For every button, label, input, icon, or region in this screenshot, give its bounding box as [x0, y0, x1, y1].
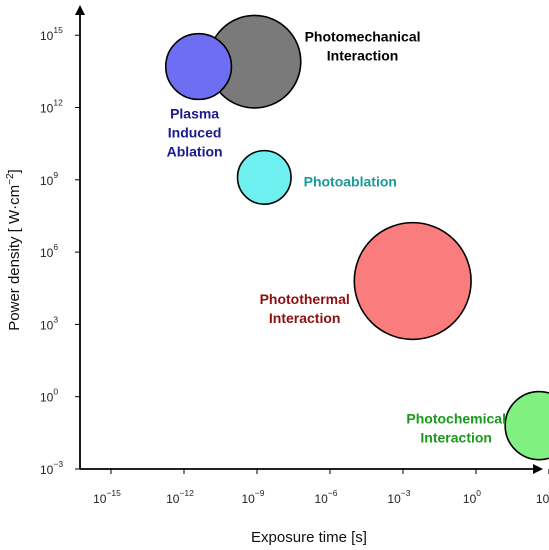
x-tick-label: 10−9	[241, 488, 264, 506]
y-tick-base: 10	[40, 102, 54, 116]
y-tick-label: 106	[40, 242, 58, 260]
region-label-line: Interaction	[327, 48, 399, 64]
region-label-line: Induced	[168, 125, 222, 141]
x-tick-label: 10−15	[93, 488, 121, 506]
y-axis-label: Power density [ W·cm−2]	[5, 169, 23, 330]
x-tick-base: 10	[536, 492, 549, 506]
y-tick-exponent: 12	[53, 98, 63, 108]
region-label-line: Photothermal	[260, 291, 350, 307]
region-label-line: Photoablation	[304, 173, 397, 189]
region-label-photomechanical-interaction: Photomechanical Interaction	[305, 29, 421, 64]
y-tick-exponent: 3	[53, 314, 58, 324]
x-tick-exponent: −9	[255, 488, 265, 498]
y-tick-base: 10	[40, 318, 54, 332]
bubbles-layer	[164, 14, 549, 461]
x-tick-exponent: −3	[401, 488, 411, 498]
region-label-line: Photochemical	[406, 411, 506, 427]
y-tick-label: 103	[40, 314, 58, 332]
x-axis-label: Exposure time [s]	[251, 529, 367, 546]
axes-layer	[75, 5, 543, 474]
bubble-photoablation	[236, 149, 292, 205]
x-tick-base: 10	[241, 492, 255, 506]
region-label-line: Ablation	[167, 144, 223, 160]
x-tick-base: 10	[93, 492, 107, 506]
y-tick-label: 1015	[40, 25, 63, 43]
y-tick-base: 10	[40, 174, 54, 188]
region-label-line: Interaction	[269, 310, 341, 326]
region-labels-layer: Photomechanical Interaction Plasma Induced A…	[167, 29, 506, 446]
bubble-plasma-induced-ablation	[164, 32, 233, 101]
region-label-plasma-induced-ablation: Plasma Induced Ablation	[167, 106, 223, 160]
y-tick-label: 100	[40, 387, 58, 405]
x-tick-label: 10−6	[314, 488, 337, 506]
x-tick-exponent: −15	[106, 488, 121, 498]
y-tick-label: 109	[40, 170, 58, 188]
ticks-layer: 10−1510−1210−910−610−310010310−310010310…	[40, 25, 549, 506]
bubble-photothermal-interaction	[353, 221, 472, 341]
region-label-photoablation: Photoablation	[304, 173, 397, 189]
x-tick-label: 10−12	[166, 488, 194, 506]
region-label-photochemical-interaction: Photochemical Interaction	[406, 411, 506, 446]
x-tick-exponent: −6	[328, 488, 338, 498]
y-tick-exponent: 6	[53, 242, 58, 252]
y-tick-exponent: −3	[53, 459, 63, 469]
region-label-line: Photomechanical	[305, 29, 421, 45]
y-tick-label: 1012	[40, 98, 63, 116]
y-axis-label-exponent: −2	[5, 173, 16, 185]
x-tick-label: 100	[463, 488, 481, 506]
y-axis-label-suffix: ]	[6, 169, 23, 173]
y-tick-base: 10	[40, 391, 54, 405]
y-tick-exponent: 9	[53, 170, 58, 180]
y-tick-exponent: 0	[53, 387, 58, 397]
region-label-line: Plasma	[170, 106, 219, 122]
y-tick-exponent: 15	[53, 25, 63, 35]
x-tick-label: 10−3	[387, 488, 410, 506]
x-tick-exponent: −12	[179, 488, 194, 498]
region-label-photothermal-interaction: Photothermal Interaction	[260, 291, 350, 326]
x-tick-exponent: 0	[476, 488, 481, 498]
y-tick-base: 10	[40, 29, 54, 43]
x-tick-base: 10	[314, 492, 328, 506]
region-label-line: Interaction	[420, 430, 492, 446]
x-tick-base: 10	[166, 492, 180, 506]
x-tick-label: 103	[536, 488, 549, 506]
y-tick-base: 10	[40, 246, 54, 260]
y-tick-label: 10−3	[40, 459, 63, 477]
y-axis-label-main: Power density [ W·cm	[6, 185, 23, 331]
bubble-photochemical-interaction	[504, 390, 549, 461]
y-tick-base: 10	[40, 463, 54, 477]
x-tick-base: 10	[387, 492, 401, 506]
x-tick-base: 10	[463, 492, 477, 506]
